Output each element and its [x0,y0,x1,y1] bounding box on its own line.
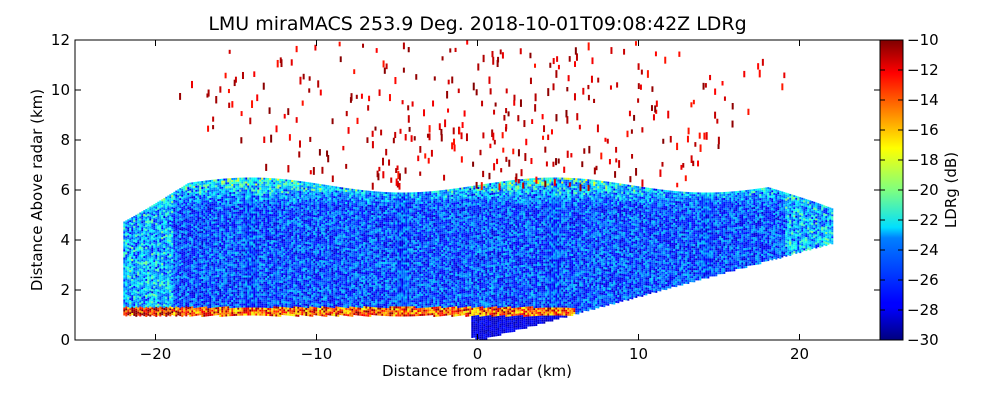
x-tick-label: 0 [473,345,483,363]
colorbar-tick-label: −12 [907,61,939,79]
y-tick-label: 8 [60,131,70,149]
y-tick-label: 10 [51,81,70,99]
y-tick-label: 0 [60,331,70,349]
colorbar-label: LDRg (dB) [942,152,960,228]
chart-title: LMU miraMACS 253.9 Deg. 2018-10-01T09:08… [75,13,880,35]
colorbar-tick-label: −20 [907,181,939,199]
y-tick-label: 6 [60,181,70,199]
y-tick-label: 12 [51,31,70,49]
colorbar-tick-label: −30 [907,331,939,349]
colorbar-tick-label: −14 [907,91,939,109]
x-tick-label: 10 [629,345,648,363]
colorbar-ticks: −10 −12 −14 −16 −18 −20 −22 −24 −26 −28 −30 [880,31,939,349]
y-axis: 0 2 4 6 8 10 12 [51,31,880,349]
colorbar-tick-label: −28 [907,301,939,319]
colorbar-tick-label: −10 [907,31,939,49]
x-tick-label: −10 [301,345,333,363]
colorbar-tick-label: −24 [907,241,939,259]
colorbar-tick-label: −22 [907,211,939,229]
x-tick-label: 20 [790,345,809,363]
x-axis-label: Distance from radar (km) [382,362,572,380]
y-tick-label: 4 [60,231,70,249]
x-tick-label: −20 [140,345,172,363]
colorbar-tick-label: −16 [907,121,939,139]
y-axis-label: Distance Above radar (km) [28,89,46,291]
colorbar-tick-label: −18 [907,151,939,169]
x-axis: −20 −10 0 10 20 [140,40,809,363]
colorbar-tick-label: −26 [907,271,939,289]
ldr-heatmap [123,40,834,340]
y-tick-label: 2 [60,281,70,299]
